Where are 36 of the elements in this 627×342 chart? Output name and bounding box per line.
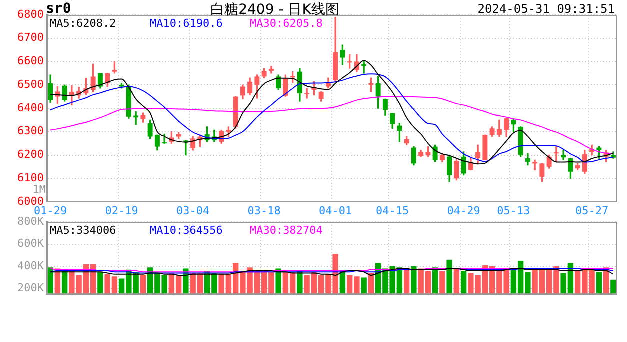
text: MA5:334006 bbox=[50, 224, 116, 237]
text: MA30:382704 bbox=[250, 224, 323, 237]
y-tick-label: 6800 bbox=[18, 8, 44, 21]
y-tick-label: 6400 bbox=[18, 101, 44, 114]
y-tick-label: 400K bbox=[18, 259, 44, 272]
y-tick-label: 800K bbox=[18, 214, 44, 228]
y-tick-label: 600K bbox=[18, 237, 44, 250]
candlestick bbox=[554, 146, 559, 162]
annotation: 2024-05-31 09:31:51 bbox=[478, 2, 615, 16]
text: MA30:6205.8 bbox=[250, 17, 323, 30]
x-tick-label: 05-13 bbox=[497, 204, 530, 218]
text: MA5:6208.2 bbox=[50, 17, 116, 30]
x-tick-label: 03-04 bbox=[176, 204, 210, 218]
x-tick-label: 04-01 bbox=[319, 204, 352, 218]
y-tick-label: 6200 bbox=[18, 148, 44, 162]
y-tick-label: 6500 bbox=[18, 78, 44, 91]
candlestick bbox=[532, 160, 538, 171]
y-tick-label: 200K bbox=[18, 282, 44, 295]
y-tick-label: 6600 bbox=[18, 54, 44, 68]
x-tick-label: 03-18 bbox=[248, 204, 281, 218]
x-tick-label: 04-15 bbox=[376, 204, 410, 218]
line-series bbox=[50, 268, 614, 276]
annotation: sr0 bbox=[46, 1, 72, 17]
y-tick-label: 6300 bbox=[18, 124, 44, 138]
x-tick-label: 02-19 bbox=[105, 204, 138, 218]
text: MA10:6190.6 bbox=[150, 17, 223, 30]
text: MA10:364556 bbox=[150, 224, 223, 237]
chart-title: 白糖2409 - 日K线图 bbox=[210, 2, 340, 18]
y-tick-label: 6100 bbox=[18, 171, 44, 184]
candlestick bbox=[268, 66, 274, 74]
y-tick-label: 6700 bbox=[18, 31, 44, 44]
x-tick-label: 05-27 bbox=[576, 204, 609, 218]
text: 1M bbox=[32, 183, 46, 196]
candlestick bbox=[304, 88, 310, 99]
candlestick bbox=[134, 111, 139, 126]
x-tick-label: 04-29 bbox=[447, 204, 480, 218]
